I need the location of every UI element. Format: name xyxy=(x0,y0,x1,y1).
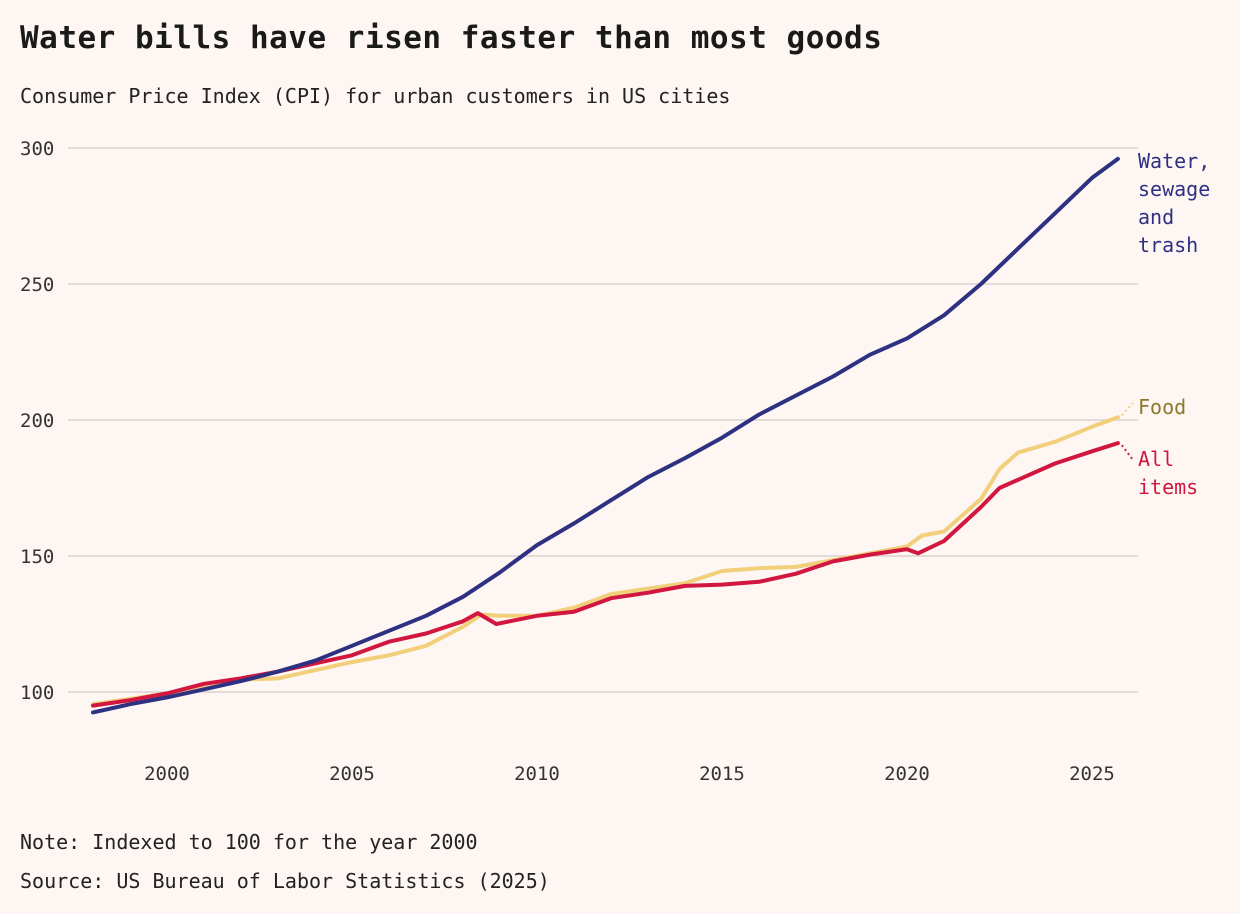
y-tick-label-300: 300 xyxy=(20,138,54,160)
series-label-water-sewage-and-trash: Water, sewage and trash xyxy=(1138,149,1210,257)
series-label-food: Food xyxy=(1138,395,1186,419)
y-tick-label-200: 200 xyxy=(20,410,54,432)
series-line-water-sewage-and-trash xyxy=(91,156,1120,715)
series-line-all-items xyxy=(91,441,1120,708)
food-leader-line xyxy=(1121,402,1134,416)
series-line-food xyxy=(91,415,1120,707)
chart-subtitle: Consumer Price Index (CPI) for urban cus… xyxy=(20,84,731,108)
chart-source: Source: US Bureau of Labor Statistics (2… xyxy=(20,869,550,893)
chart-title: Water bills have risen faster than most … xyxy=(20,20,883,56)
series-label-all-items: All items xyxy=(1138,447,1198,499)
y-tick-label-150: 150 xyxy=(20,546,54,568)
x-tick-label-2005: 2005 xyxy=(329,763,375,785)
x-tick-label-2020: 2020 xyxy=(884,763,930,785)
x-tick-label-2010: 2010 xyxy=(514,763,560,785)
chart-note: Note: Indexed to 100 for the year 2000 xyxy=(20,830,478,854)
x-tick-label-2015: 2015 xyxy=(699,763,745,785)
all-items-leader-line xyxy=(1121,444,1134,461)
y-tick-label-100: 100 xyxy=(20,682,54,704)
y-tick-label-250: 250 xyxy=(20,274,54,296)
x-tick-label-2025: 2025 xyxy=(1069,763,1115,785)
x-tick-label-2000: 2000 xyxy=(144,763,190,785)
